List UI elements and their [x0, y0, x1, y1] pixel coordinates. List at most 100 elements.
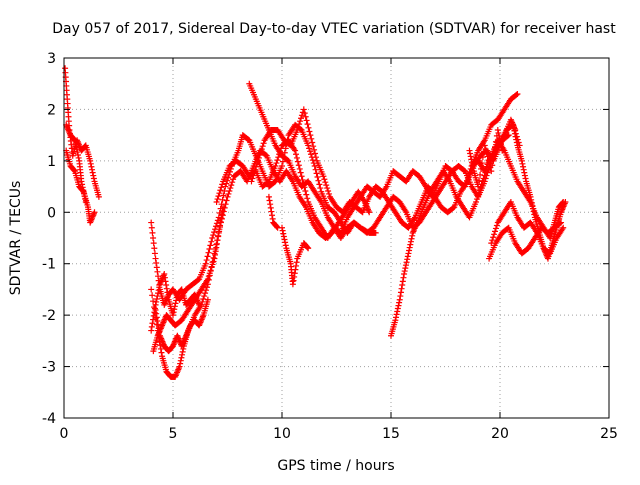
data-point — [511, 130, 518, 137]
data-point — [505, 132, 512, 139]
data-point — [148, 219, 155, 226]
data-point — [466, 147, 473, 154]
series-track-r — [510, 121, 569, 262]
data-point — [256, 151, 263, 158]
data-point — [316, 181, 323, 188]
data-point — [72, 140, 79, 147]
data-point — [176, 363, 183, 370]
data-point — [150, 316, 157, 323]
data-point — [71, 136, 78, 143]
series-track-n — [388, 132, 512, 339]
data-point — [488, 168, 495, 175]
data-point — [492, 228, 499, 235]
data-point — [90, 172, 97, 179]
data-point — [220, 204, 227, 211]
data-point — [496, 132, 503, 139]
data-point — [148, 224, 155, 231]
data-point — [294, 158, 301, 165]
data-point — [311, 163, 318, 169]
data-point — [520, 166, 527, 173]
data-point — [149, 292, 156, 299]
data-point — [215, 193, 222, 200]
data-point — [404, 256, 411, 263]
data-point — [157, 345, 164, 352]
data-point — [204, 253, 211, 260]
data-point — [252, 166, 259, 173]
data-point — [149, 229, 156, 236]
data-point — [211, 229, 218, 236]
data-point — [89, 169, 96, 176]
data-point — [292, 147, 299, 154]
data-point — [279, 227, 286, 234]
data-point — [219, 196, 226, 203]
data-point — [153, 314, 160, 321]
data-point — [297, 118, 304, 125]
data-point — [406, 244, 413, 251]
data-point — [216, 190, 223, 197]
data-point — [203, 287, 210, 294]
data-point — [313, 170, 320, 177]
data-point — [326, 190, 333, 197]
data-point — [260, 140, 267, 147]
data-point — [223, 197, 230, 204]
data-point — [397, 289, 404, 296]
data-point — [267, 201, 274, 208]
data-point — [497, 141, 504, 148]
data-point — [281, 236, 288, 243]
data-point — [477, 171, 484, 178]
data-point — [209, 235, 216, 241]
x-tick-label: 0 — [60, 426, 69, 442]
data-points — [62, 65, 569, 380]
data-point — [215, 229, 222, 236]
data-point — [296, 165, 303, 172]
data-point — [467, 150, 474, 157]
data-point — [394, 308, 401, 315]
data-point — [156, 284, 163, 291]
data-point — [217, 218, 224, 225]
data-point — [153, 264, 160, 271]
data-point — [155, 273, 162, 280]
data-point — [510, 124, 517, 131]
data-point — [218, 215, 225, 222]
data-point — [407, 241, 414, 248]
data-point — [396, 299, 403, 306]
data-point — [312, 150, 319, 157]
data-point — [88, 163, 95, 170]
data-point — [71, 137, 78, 144]
data-point — [290, 277, 297, 284]
data-point — [494, 127, 501, 133]
data-point — [272, 163, 279, 169]
data-point — [303, 117, 310, 124]
data-point — [474, 193, 481, 200]
data-point — [366, 209, 373, 216]
data-point — [150, 312, 157, 319]
data-point — [267, 204, 274, 211]
data-point — [71, 167, 78, 174]
data-point — [82, 196, 89, 203]
data-point — [282, 242, 289, 249]
data-point — [484, 153, 491, 160]
data-point — [202, 290, 209, 297]
series-track-s — [466, 127, 506, 190]
data-point — [165, 293, 172, 300]
data-point — [73, 143, 80, 150]
data-point — [402, 262, 409, 269]
data-point — [258, 146, 265, 153]
data-point — [475, 190, 482, 197]
data-point — [75, 154, 82, 161]
data-point — [151, 245, 158, 252]
data-point — [396, 296, 403, 303]
data-point — [210, 258, 217, 265]
data-point — [153, 298, 160, 305]
data-point — [405, 250, 412, 257]
data-point — [311, 146, 318, 153]
plot-frame — [63, 57, 610, 419]
data-point — [560, 224, 567, 231]
data-point — [476, 177, 483, 184]
data-point — [304, 195, 311, 202]
data-point — [510, 121, 517, 128]
data-point — [217, 187, 224, 194]
data-point — [305, 124, 312, 131]
data-point — [172, 300, 179, 307]
data-point — [151, 250, 158, 257]
